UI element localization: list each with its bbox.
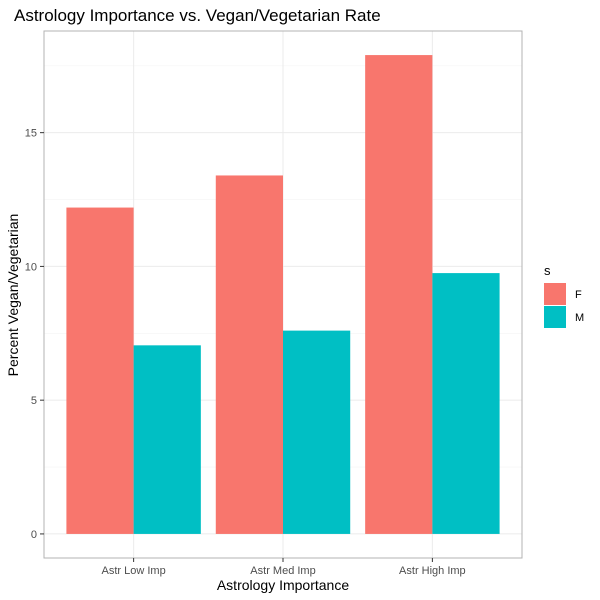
legend-title: s <box>544 263 551 278</box>
legend-swatch-F <box>544 283 566 305</box>
y-tick-label: 15 <box>25 128 37 140</box>
bar-M-1 <box>133 345 201 534</box>
y-tick-label: 0 <box>31 529 37 541</box>
bar-F-2 <box>215 175 283 534</box>
bars <box>66 55 500 534</box>
legend-label-M: M <box>575 312 584 324</box>
y-tick-label: 10 <box>25 261 37 273</box>
bar-F-3 <box>365 55 433 534</box>
y-axis: 0 5 10 15 <box>25 128 44 541</box>
x-tick-label: Astr Med Imp <box>250 565 315 577</box>
y-tick-label: 5 <box>31 395 37 407</box>
plot-panel <box>43 30 523 559</box>
x-tick-label: Astr High Imp <box>399 565 466 577</box>
legend-swatch-M <box>544 306 566 328</box>
x-axis-title: Astrology Importance <box>217 577 349 593</box>
x-axis: Astr Low Imp Astr Med Imp Astr High Imp <box>102 558 466 577</box>
legend-label-F: F <box>575 289 582 301</box>
bar-M-2 <box>283 330 351 534</box>
bar-M-3 <box>432 273 500 534</box>
bar-F-1 <box>66 207 134 534</box>
legend: s FM <box>544 263 584 328</box>
chart-title: Astrology Importance vs. Vegan/Vegetaria… <box>14 6 381 25</box>
y-axis-title: Percent Vegan/Vegetarian <box>5 214 21 377</box>
x-tick-label: Astr Low Imp <box>102 565 166 577</box>
